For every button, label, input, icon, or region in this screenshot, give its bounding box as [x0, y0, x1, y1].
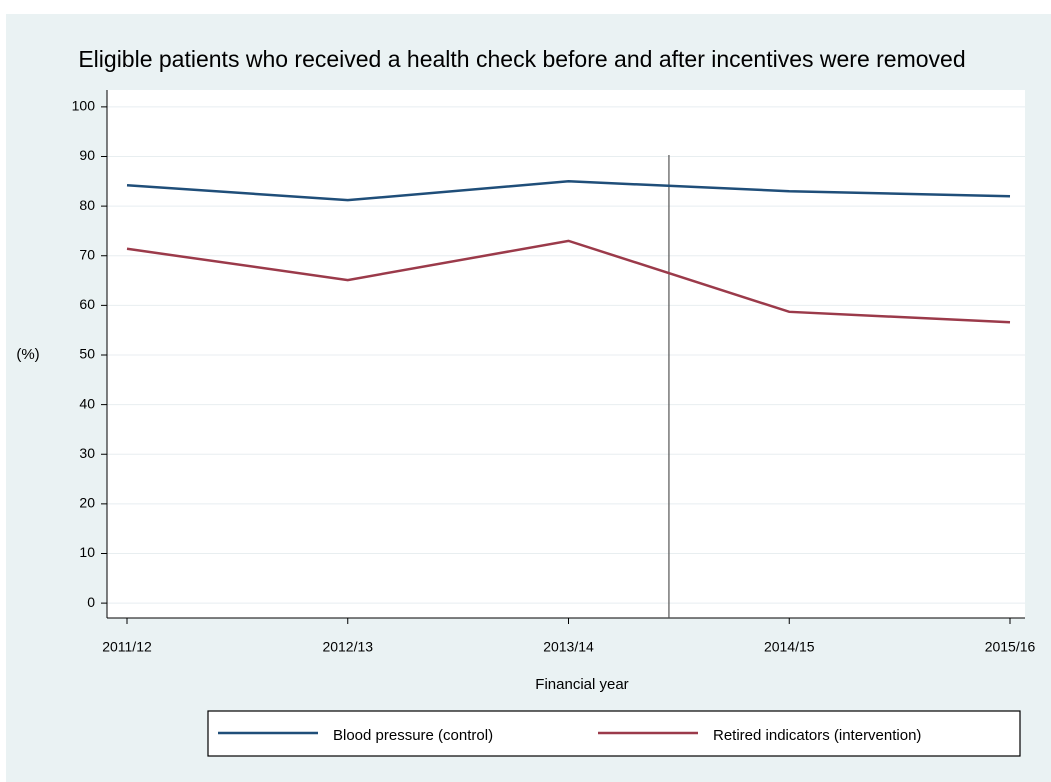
y-tick-label: 40	[79, 395, 95, 411]
x-tick-label: 2011/12	[102, 639, 152, 655]
x-axis-title: Financial year	[535, 676, 628, 693]
y-tick-label: 90	[79, 147, 95, 163]
series-line	[126, 239, 1011, 324]
plot-area	[107, 90, 1025, 618]
y-tick-label: 60	[79, 296, 95, 312]
y-tick-label: 10	[79, 544, 95, 560]
chart-title: Eligible patients who received a health …	[78, 46, 965, 72]
legend-label: Blood pressure (control)	[333, 727, 493, 744]
x-tick-label: 2015/16	[985, 639, 1036, 655]
y-tick-label: 0	[87, 594, 95, 610]
y-tick-label: 20	[79, 495, 95, 511]
x-tick-label: 2014/15	[764, 639, 815, 655]
x-tick-label: 2012/13	[322, 639, 373, 655]
legend-label: Retired indicators (intervention)	[713, 727, 921, 744]
y-tick-label: 80	[79, 197, 95, 213]
y-tick-label: 50	[79, 346, 95, 362]
y-tick-label: 30	[79, 445, 95, 461]
x-tick-label: 2013/14	[543, 639, 594, 655]
y-axis-title: (%)	[16, 346, 39, 363]
y-tick-label: 70	[79, 246, 95, 262]
series-line	[126, 180, 1011, 202]
y-tick-label: 100	[72, 98, 96, 114]
